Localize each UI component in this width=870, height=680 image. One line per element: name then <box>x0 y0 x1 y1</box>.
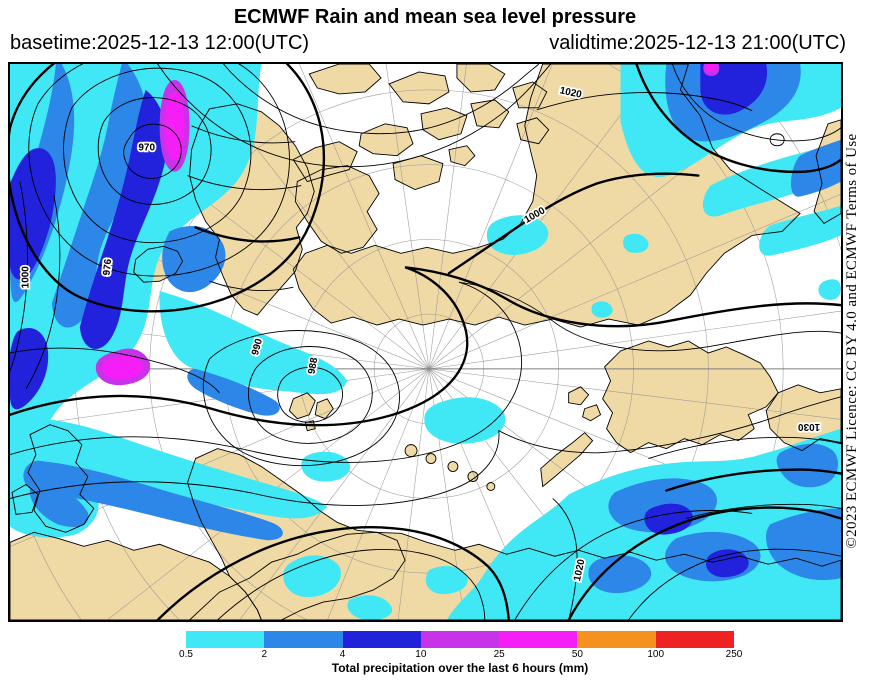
legend-color-bar <box>186 631 734 648</box>
legend-caption: Total precipitation over the last 6 hour… <box>331 661 589 675</box>
legend-tick-label: 0.5 <box>179 649 193 660</box>
meridian-line <box>428 310 841 370</box>
meridian-line <box>10 368 430 547</box>
meridian-line <box>239 368 430 620</box>
legend-cell <box>655 631 734 648</box>
legend-tick-label: 100 <box>647 649 665 660</box>
legend-tick-label: 4 <box>339 649 346 660</box>
basetime-label: basetime:2025-12-13 12:00(UTC) <box>10 32 310 54</box>
legend-tick-label: 250 <box>725 649 743 660</box>
meridian-line <box>397 368 430 620</box>
meridian-line <box>428 368 841 420</box>
legend-tick-label: 10 <box>415 649 427 660</box>
contour-label: 1030 <box>798 421 821 432</box>
meridian-line <box>428 193 841 370</box>
legend-cell <box>577 631 656 648</box>
meridian-line <box>327 368 430 620</box>
legend-tick-label: 25 <box>493 649 505 660</box>
pressure-contours-layer <box>10 64 841 620</box>
meridian-line <box>428 64 467 369</box>
coastline-slot <box>10 64 841 620</box>
contour-label: 988 <box>307 356 321 375</box>
contour-label: 976 <box>102 258 115 276</box>
precipitation-layer <box>10 64 841 620</box>
legend-cell <box>186 631 265 648</box>
legend-cell <box>499 631 578 648</box>
meridian-line <box>428 368 626 620</box>
validtime-label: validtime:2025-12-13 21:00(UTC) <box>549 32 846 54</box>
legend-tick-label: 2 <box>261 649 268 660</box>
legend-ticks: 0.5 2 4 10 25 50 100 250 <box>179 649 742 661</box>
coastline-layer <box>10 64 841 620</box>
page-title: ECMWF Rain and mean sea level pressure <box>233 6 637 28</box>
meridian-line <box>385 64 430 369</box>
meridian-line <box>106 368 430 620</box>
meridian-line <box>428 368 537 620</box>
contour-label: 970 <box>138 142 155 153</box>
meridian-line <box>428 368 465 620</box>
legend-cell <box>342 631 421 648</box>
time-info-row: basetime:2025-12-13 12:00(UTC) validtime… <box>10 32 846 55</box>
legend-cell <box>264 631 343 648</box>
legend-tick-label: 50 <box>571 649 583 660</box>
meridian-line <box>428 64 553 370</box>
legend-cell <box>420 631 500 648</box>
copyright-vertical-text: ©2023 ECMWF Licence: CC BY 4.0 and ECMWF… <box>844 133 860 549</box>
weather-map: 970 976 1000 990 988 1000 1020 1020 1030 <box>8 62 843 622</box>
contour-label: 1000 <box>21 266 32 289</box>
meridian-line <box>299 64 430 370</box>
